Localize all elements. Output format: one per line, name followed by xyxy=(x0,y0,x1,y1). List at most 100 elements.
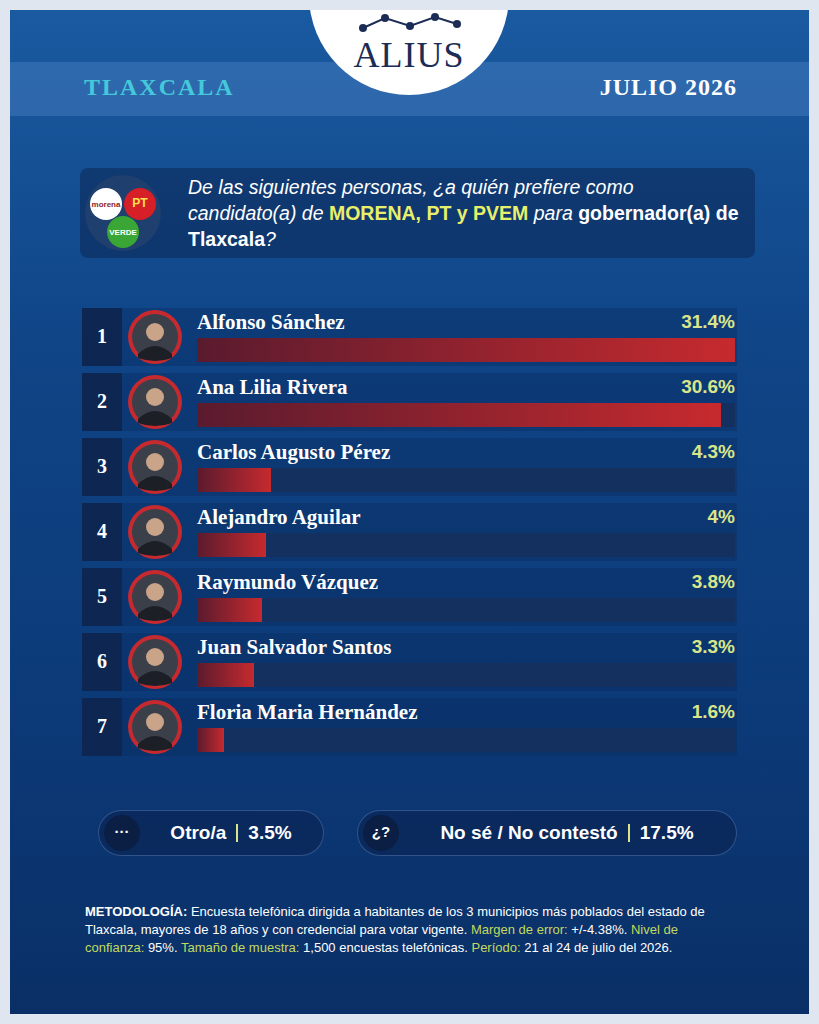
logo-dot xyxy=(431,13,439,21)
rank: 3 xyxy=(82,455,122,478)
avatar xyxy=(126,698,184,756)
method-label: METODOLOGÍA: xyxy=(85,904,187,919)
category-label: Alejandro Aguilar xyxy=(197,505,361,530)
question-part: MORENA, PT y PVEM xyxy=(329,202,528,224)
bar xyxy=(197,663,254,687)
method-label: Margen de error: xyxy=(471,922,568,937)
avatar-head xyxy=(146,518,164,536)
logo-dot xyxy=(453,20,461,28)
method-text: 95%. xyxy=(148,940,178,955)
rank: 6 xyxy=(82,650,122,673)
avatar-ring xyxy=(128,505,182,559)
avatar-head xyxy=(146,453,164,471)
avatar-face-ground xyxy=(132,379,178,425)
summary-divider xyxy=(236,824,238,842)
avatar-body xyxy=(138,346,172,361)
avatar xyxy=(126,308,184,366)
methodology: METODOLOGÍA: Encuesta telefónica dirigid… xyxy=(85,903,740,957)
avatar-ring xyxy=(128,310,182,364)
bar xyxy=(197,598,262,622)
question-box: morenaPTVERDEDe las siguientes personas,… xyxy=(80,168,755,258)
avatar-head xyxy=(146,583,164,601)
avatar-body xyxy=(138,411,172,426)
logos-ground xyxy=(85,175,161,251)
bar-track xyxy=(197,403,735,427)
value-label: 3.3% xyxy=(615,636,735,658)
avatar-face-ground xyxy=(132,444,178,490)
avatar xyxy=(126,373,184,431)
category-label: Juan Salvador Santos xyxy=(197,635,392,660)
value-label: 30.6% xyxy=(615,376,735,398)
avatar-ring xyxy=(128,440,182,494)
avatar-head xyxy=(146,388,164,406)
category-label: Ana Lilia Rivera xyxy=(197,375,348,400)
summary-pill: ··· Otro/a 3.5% xyxy=(98,810,324,856)
avatar xyxy=(126,633,184,691)
avatar-head xyxy=(146,323,164,341)
value-label: 4% xyxy=(615,506,735,528)
question-part: para xyxy=(534,202,573,224)
party-logos: morena PT VERDE xyxy=(84,174,162,252)
method-text: 21 al 24 de julio del 2026. xyxy=(524,940,672,955)
party-name: morena xyxy=(92,200,121,209)
avatar-face-ground xyxy=(132,314,178,360)
party-logo xyxy=(90,188,122,220)
avatar-face-ground xyxy=(132,574,178,620)
summary-divider xyxy=(628,824,630,842)
rank: 5 xyxy=(82,585,122,608)
bar xyxy=(197,728,224,752)
bar-track xyxy=(197,533,735,557)
method-label: Tamaño de muestra: xyxy=(181,940,300,955)
avatar-head xyxy=(146,648,164,666)
bar xyxy=(197,468,271,492)
avatar-face-ground xyxy=(132,704,178,750)
logo-dot xyxy=(359,24,367,32)
rank: 1 xyxy=(82,325,122,348)
summary-icon: ¿? xyxy=(363,823,399,840)
category-label: Raymundo Vázquez xyxy=(197,570,378,595)
bar xyxy=(197,533,266,557)
summary-icon: ··· xyxy=(104,823,140,840)
bar xyxy=(197,338,735,362)
avatar-head xyxy=(146,713,164,731)
rank: 7 xyxy=(82,715,122,738)
rank: 4 xyxy=(82,520,122,543)
avatar-body xyxy=(138,671,172,686)
summary-value: 3.5% xyxy=(248,822,291,843)
logo-dot xyxy=(381,14,389,22)
bar-track xyxy=(197,598,735,622)
value-label: 1.6% xyxy=(615,701,735,723)
avatar-face-ground xyxy=(132,639,178,685)
method-text: +/-4.38%. xyxy=(571,922,627,937)
avatar-face-ground xyxy=(132,509,178,555)
brand: ALIUS xyxy=(309,34,509,76)
question-part: ? xyxy=(265,228,276,250)
avatar xyxy=(126,503,184,561)
summary-label: Otro/a xyxy=(170,822,226,843)
method-label: Período: xyxy=(471,940,520,955)
avatar-ring xyxy=(128,570,182,624)
date-label: JULIO 2026 xyxy=(600,74,737,101)
summary-label: No sé / No contestó xyxy=(440,822,617,843)
party-name: PT xyxy=(132,196,148,210)
party-logo xyxy=(124,188,156,220)
rank: 2 xyxy=(82,390,122,413)
party-logo xyxy=(107,216,139,248)
value-label: 31.4% xyxy=(615,311,735,333)
avatar-body xyxy=(138,606,172,621)
avatar-ring xyxy=(128,635,182,689)
logo-dot xyxy=(406,22,414,30)
avatar-body xyxy=(138,476,172,491)
summary-text: Otro/a 3.5% xyxy=(149,822,313,844)
bar-track xyxy=(197,468,735,492)
party-name: VERDE xyxy=(109,228,137,237)
logo-icon xyxy=(355,12,465,34)
value-label: 4.3% xyxy=(615,441,735,463)
avatar-body xyxy=(138,541,172,556)
bar-track xyxy=(197,663,735,687)
summary-pill: ¿? No sé / No contestó17.5% xyxy=(357,810,737,856)
method-text: 1,500 encuestas telefónicas. xyxy=(303,940,468,955)
category-label: Alfonso Sánchez xyxy=(197,310,345,335)
summary-text: No sé / No contestó17.5% xyxy=(408,822,726,844)
card: TLAXCALAJULIO 2026ALIUSmorenaPTVERDEDe l… xyxy=(10,10,809,1014)
